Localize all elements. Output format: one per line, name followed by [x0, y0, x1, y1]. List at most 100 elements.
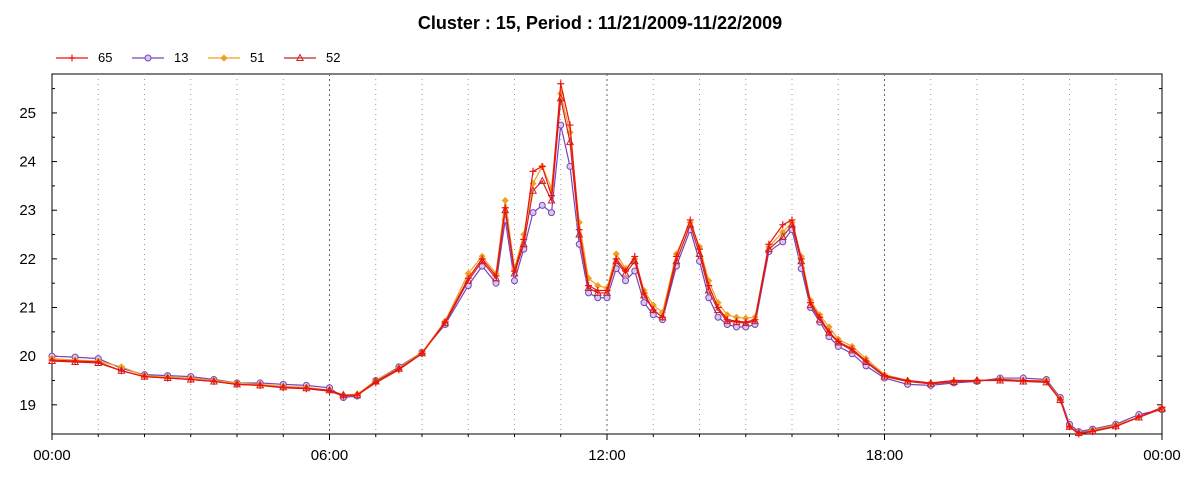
data-point-52 — [547, 195, 556, 204]
data-point-65 — [672, 252, 680, 260]
data-point-65 — [1158, 403, 1166, 411]
data-point-65 — [797, 255, 805, 263]
legend-swatch — [56, 54, 88, 62]
y-tick-label: 22 — [19, 251, 36, 268]
x-tick-label: 18:00 — [866, 447, 904, 464]
data-point-65 — [631, 252, 639, 260]
data-point-65 — [742, 318, 750, 326]
data-point-65 — [418, 350, 426, 358]
series-lines — [47, 80, 1167, 438]
data-point-51 — [779, 228, 787, 236]
y-tick-label: 23 — [19, 202, 36, 219]
data-point-65 — [353, 391, 361, 399]
data-point-65 — [511, 267, 518, 275]
data-point-65 — [723, 316, 731, 324]
data-point-65 — [48, 356, 56, 364]
data-point-65 — [1089, 428, 1097, 436]
data-point-65 — [659, 313, 666, 321]
data-point-13 — [585, 289, 592, 297]
data-point-65 — [881, 372, 888, 380]
legend-swatch — [284, 53, 316, 61]
data-point-65 — [210, 377, 218, 385]
data-point-65 — [529, 167, 537, 175]
data-point-52 — [593, 288, 602, 296]
data-point-65 — [71, 357, 79, 365]
data-point-65 — [501, 204, 509, 212]
series-line-65 — [51, 83, 1163, 435]
data-point-65 — [996, 376, 1004, 384]
data-point-52 — [723, 316, 732, 325]
data-point-52 — [621, 268, 630, 277]
data-point-65 — [1135, 413, 1143, 421]
data-point-65 — [705, 282, 713, 290]
axes: 00:00 06:00 12:00 18:00 00:00 19 20 21 22 23 24 25 — [19, 88, 1181, 464]
data-point-65 — [751, 316, 759, 324]
legend-label: 52 — [326, 50, 341, 65]
data-point-13 — [779, 238, 787, 246]
data-point-52 — [501, 205, 510, 214]
data-point-65 — [538, 162, 546, 170]
legend-label: 51 — [250, 50, 265, 65]
data-point-52 — [510, 268, 519, 277]
data-point-65 — [825, 328, 833, 336]
data-point-65 — [141, 373, 148, 381]
data-point-52 — [528, 186, 538, 194]
data-point-65 — [612, 255, 620, 263]
data-point-65 — [520, 235, 528, 243]
data-point-52 — [575, 229, 584, 238]
data-point-65 — [302, 385, 310, 393]
data-point-13 — [714, 313, 722, 321]
legend-label: 65 — [98, 50, 113, 65]
data-point-13 — [622, 277, 629, 285]
data-point-52 — [584, 283, 593, 292]
data-point-65 — [233, 380, 241, 388]
data-point-65 — [765, 240, 773, 248]
y-tick-label: 24 — [19, 154, 36, 171]
data-point-13 — [640, 299, 648, 307]
data-point-52 — [778, 232, 787, 240]
data-point-52 — [538, 176, 547, 185]
data-point-65 — [256, 381, 264, 389]
legend-swatch — [208, 54, 240, 62]
data-point-65 — [950, 376, 958, 384]
data-point-65 — [862, 357, 870, 365]
data-point-65 — [714, 304, 722, 312]
data-point-65 — [807, 299, 814, 307]
data-point-65 — [372, 379, 380, 387]
y-tick-label: 19 — [19, 397, 36, 414]
data-point-52 — [491, 273, 501, 282]
data-point-13 — [492, 279, 500, 287]
data-point-65 — [585, 282, 592, 290]
data-point-65 — [686, 216, 694, 224]
data-point-65 — [848, 345, 856, 353]
data-point-65 — [622, 267, 629, 275]
data-point-13 — [548, 209, 555, 217]
data-point-65 — [441, 318, 449, 326]
data-point-65 — [594, 286, 602, 294]
data-point-13 — [594, 294, 602, 302]
data-point-65 — [973, 376, 981, 384]
x-tick-label: 00:00 — [33, 447, 71, 464]
data-point-65 — [834, 338, 842, 346]
data-point-65 — [478, 255, 486, 263]
series-65 — [48, 80, 1166, 438]
data-point-13 — [603, 294, 611, 302]
data-point-65 — [187, 376, 195, 384]
data-point-52 — [764, 244, 773, 253]
y-tick-label: 21 — [19, 300, 36, 317]
data-point-65 — [117, 367, 125, 375]
data-point-65 — [1066, 423, 1073, 431]
data-point-65 — [492, 272, 500, 280]
y-tick-label: 25 — [19, 105, 36, 122]
data-point-65 — [927, 379, 935, 387]
data-point-65 — [557, 80, 565, 88]
data-point-52 — [797, 256, 806, 265]
data-point-65 — [733, 317, 740, 325]
data-point-65 — [1056, 396, 1064, 404]
data-point-65 — [1042, 377, 1050, 385]
data-point-13 — [511, 277, 518, 285]
data-point-65 — [339, 392, 347, 400]
data-point-65 — [816, 313, 824, 321]
data-point-65 — [788, 216, 796, 224]
data-point-65 — [566, 121, 574, 129]
